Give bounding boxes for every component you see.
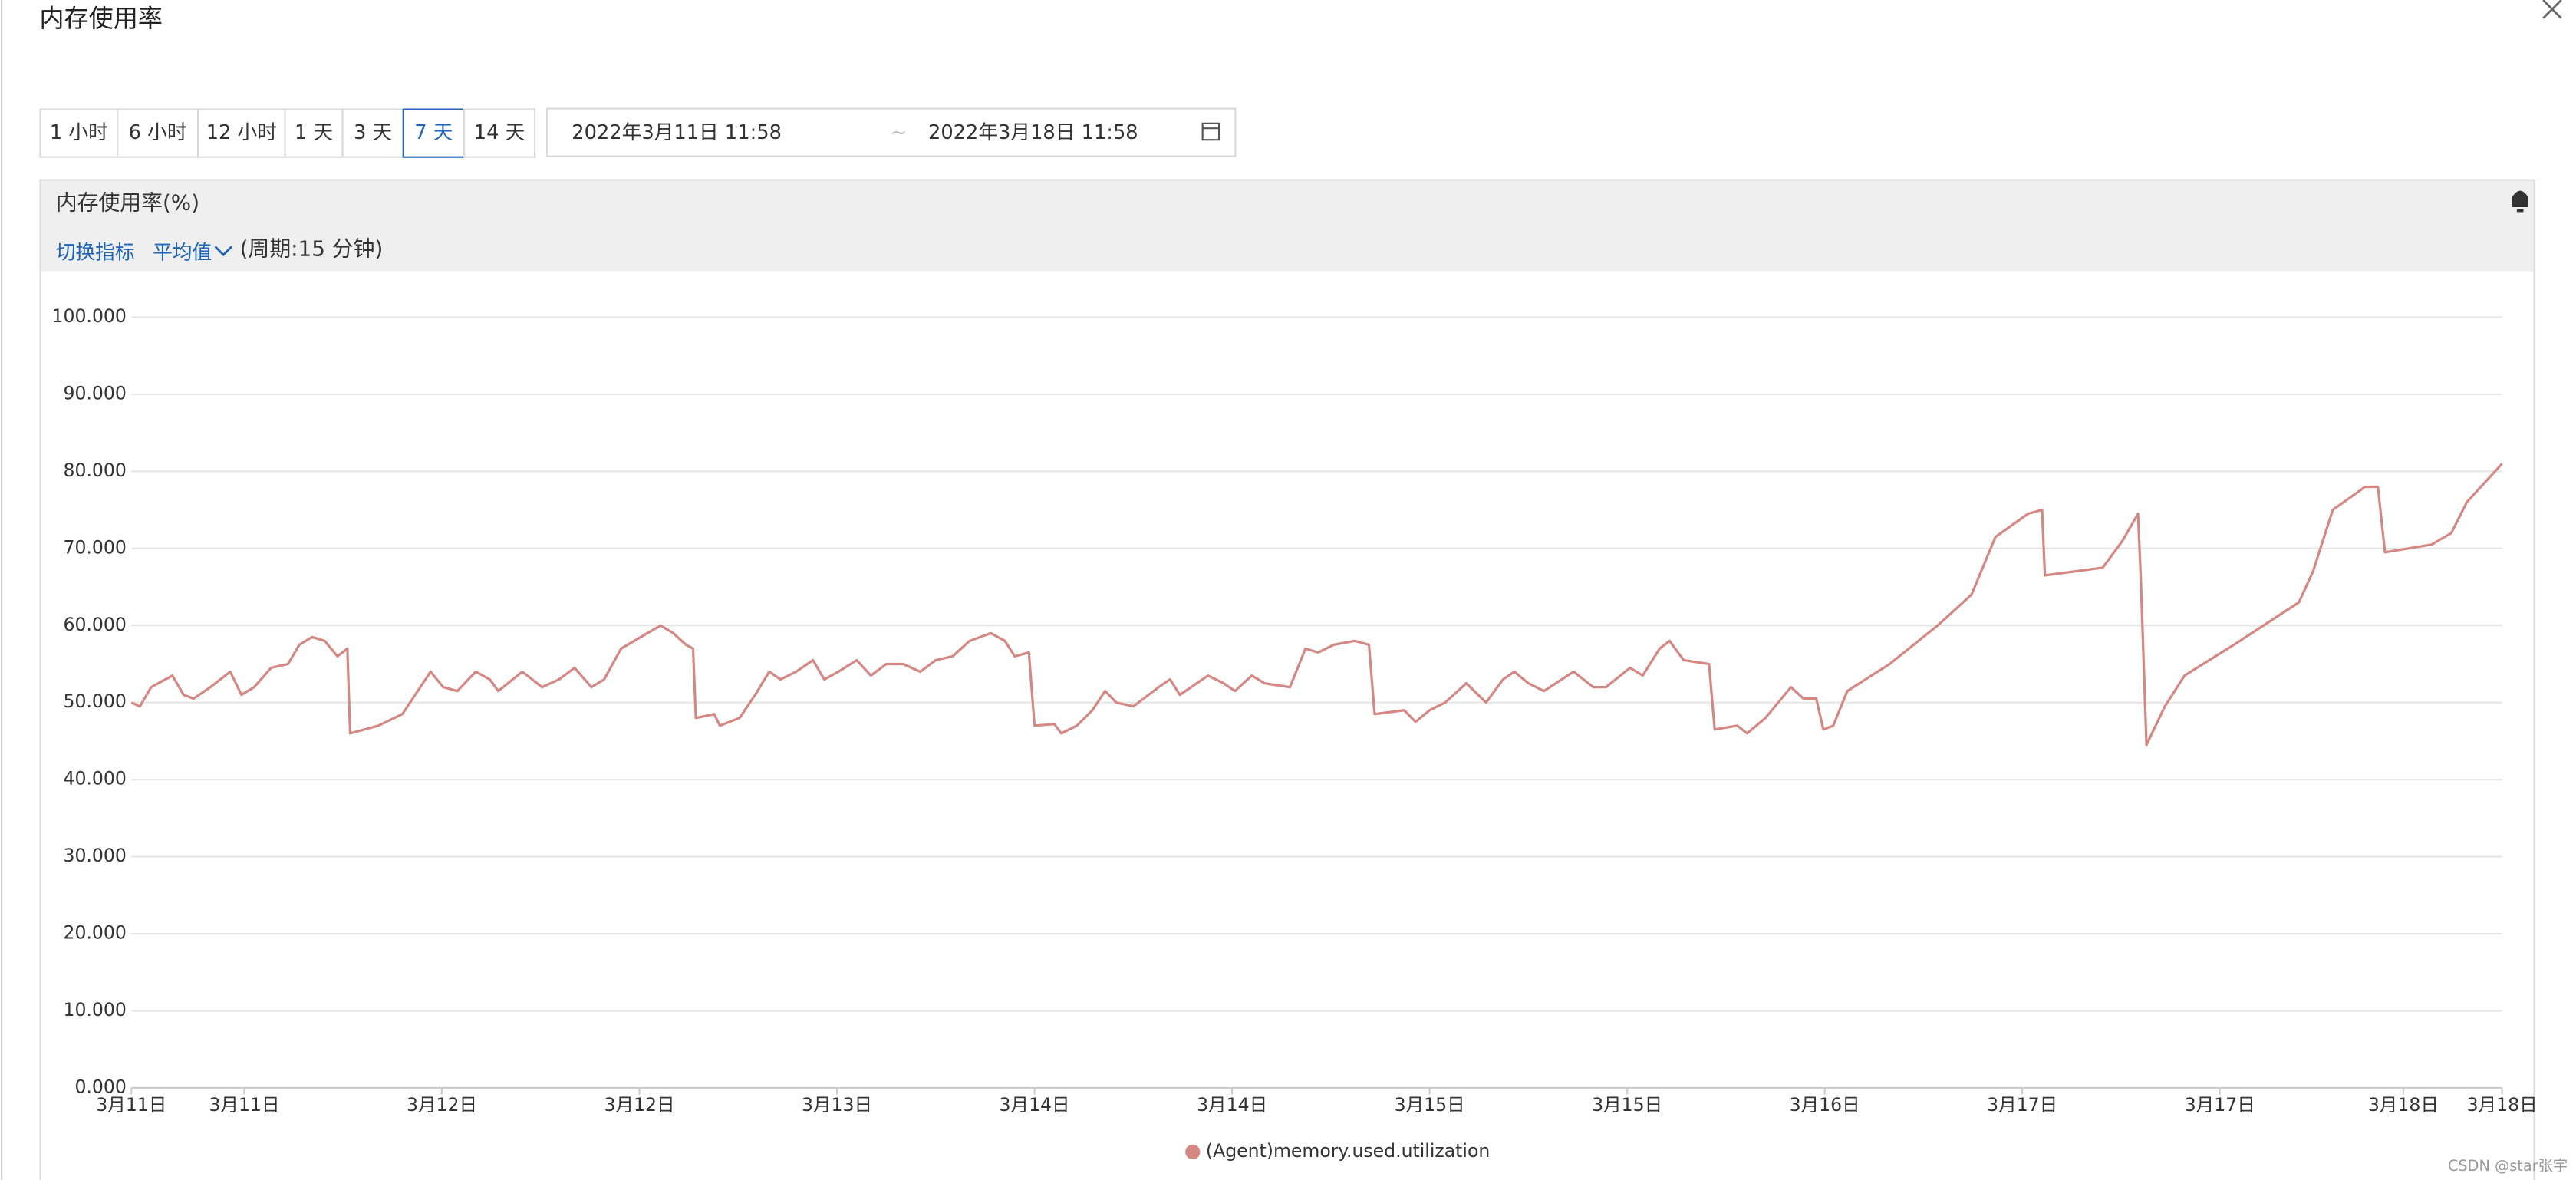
y-tick-label: 40.000 [63, 768, 126, 789]
range-button[interactable]: 14 天 [463, 108, 536, 158]
aggregation-chevron [214, 246, 232, 257]
alarm-icon[interactable] [2512, 190, 2528, 213]
range-button-box [196, 108, 286, 158]
range-button[interactable]: 6 小时 [117, 108, 199, 158]
series-line [130, 463, 2503, 747]
bell-clapper [2516, 209, 2524, 213]
legend-swatch [1185, 1144, 1201, 1160]
range-button[interactable]: 1 天 [284, 108, 344, 158]
period: (周期:15 分钟) [240, 236, 384, 262]
y-tick-label: 90.000 [63, 382, 126, 404]
y-tick-label: 80.000 [63, 460, 126, 481]
y-tick-label: 50.000 [63, 691, 126, 712]
range-button-label: 1 小时 [50, 121, 108, 144]
range-button-label: 3 天 [354, 121, 392, 144]
dialog-title: 内存使用率 [39, 4, 163, 33]
range-button-box [117, 108, 199, 158]
y-tick-label: 70.000 [63, 536, 126, 558]
x-tick-label: 3月11日 [96, 1094, 166, 1116]
x-tick-label: 3月17日 [2185, 1094, 2255, 1116]
range-button[interactable]: 3 天 [341, 108, 404, 158]
range-button-label: 12 小时 [206, 121, 277, 144]
close-icon [2542, 0, 2562, 19]
panel-header [41, 180, 2534, 272]
range-button-label: 6 小时 [129, 121, 187, 144]
y-tick-label: 60.000 [63, 614, 126, 635]
x-tick-label: 3月13日 [802, 1094, 872, 1116]
y-tick-label: 0.000 [74, 1076, 126, 1097]
aggregation-select[interactable]: 平均值 [153, 241, 212, 264]
panel-title: 内存使用率(%) [56, 190, 199, 216]
bell [2512, 190, 2528, 208]
x-tick-label: 3月12日 [604, 1094, 675, 1116]
range-button[interactable]: 7 天 [402, 108, 466, 158]
x-tick-label: 3月18日 [2467, 1094, 2538, 1116]
y-tick-label: 100.000 [52, 305, 127, 327]
calendar-icon[interactable] [1201, 122, 1220, 141]
x-tick-label: 3月18日 [2368, 1094, 2439, 1116]
date-end: 2022年3月18日 11:58 [928, 121, 1138, 144]
range-button-box [463, 108, 536, 158]
calendar-box [1201, 122, 1220, 141]
switch-metric[interactable]: 切换指标 [56, 241, 135, 264]
chart-panel [39, 179, 2535, 1180]
range-buttons: 1 小时 6 小时 12 小时 1 天 3 天 7 天 14 天 [39, 108, 536, 158]
range-button-label: 14 天 [474, 121, 525, 144]
date-separator: ~ [891, 121, 908, 144]
x-tick-label: 3月15日 [1395, 1094, 1465, 1116]
x-tick-label: 3月14日 [1197, 1094, 1267, 1116]
date-start: 2022年3月11日 11:58 [572, 121, 782, 144]
y-tick-label: 10.000 [63, 999, 126, 1020]
date-picker[interactable] [546, 107, 1237, 157]
x-tick-label: 3月17日 [1987, 1094, 2057, 1116]
range-button-label: 1 天 [295, 121, 333, 144]
plot: 0.000 10.000 20.000 30.000 40.000 50.000 60.00… [52, 305, 2538, 1162]
close-button[interactable] [2542, 0, 2562, 19]
y-tick-label: 20.000 [63, 922, 126, 944]
x-tick-label: 3月12日 [407, 1094, 477, 1116]
x-tick-label: 3月15日 [1592, 1094, 1662, 1116]
legend-item[interactable]: (Agent)memory.used.utilization [1185, 1140, 1490, 1162]
watermark: CSDN @star张宇 [2448, 1157, 2568, 1175]
x-tick-label: 3月11日 [209, 1094, 279, 1116]
legend-label: (Agent)memory.used.utilization [1206, 1140, 1490, 1162]
x-tick-label: 3月16日 [1790, 1094, 1860, 1116]
range-button-label: 7 天 [414, 121, 453, 144]
range-button[interactable]: 1 小时 [39, 108, 119, 158]
y-tick-label: 30.000 [63, 845, 126, 866]
range-button[interactable]: 12 小时 [196, 108, 286, 158]
x-tick-label: 3月14日 [1000, 1094, 1070, 1116]
